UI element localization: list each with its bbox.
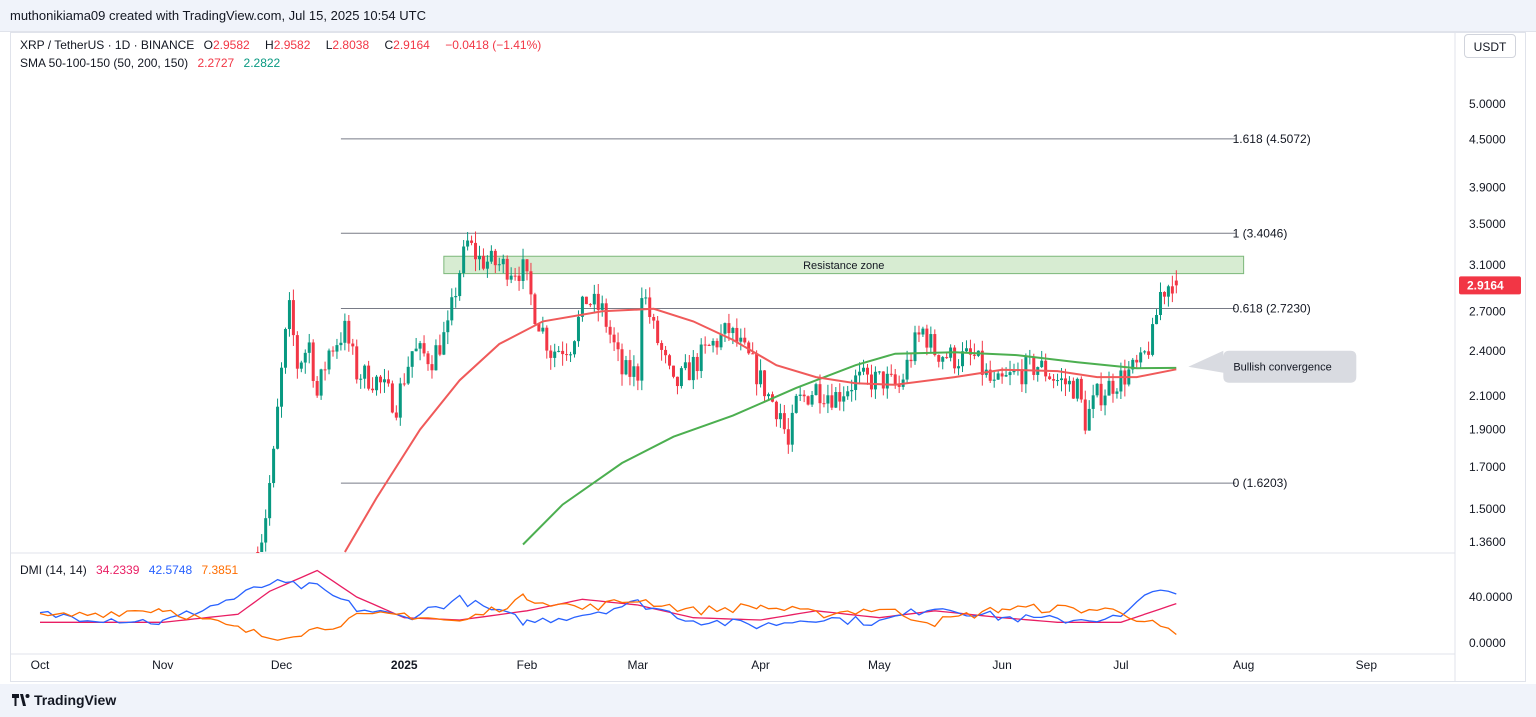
high-label: H (265, 38, 274, 52)
open-label: O (203, 38, 213, 52)
attribution-text: muthonikiama09 created with TradingView.… (10, 8, 426, 23)
tradingview-logo-icon (12, 694, 30, 706)
sma50-value: 2.2727 (197, 56, 235, 70)
adx-value: 34.2339 (96, 563, 140, 577)
open-value: 2.9582 (212, 38, 250, 52)
sma200-value: 2.2822 (243, 56, 281, 70)
symbol-legend: XRP / TetherUS · 1D · BINANCE O2.9582 H2… (20, 38, 547, 52)
chart-frame[interactable] (10, 32, 1526, 682)
low-value: 2.8038 (332, 38, 370, 52)
minus-di-value: 7.3851 (201, 563, 239, 577)
footer: TradingView (0, 684, 1536, 717)
sma-legend[interactable]: SMA 50-100-150 (50, 200, 150) 2.2727 2.2… (20, 56, 286, 70)
low-label: L (325, 38, 333, 52)
ohlc-open: O2.9582 (204, 38, 256, 52)
ohlc-high: H2.9582 (265, 38, 316, 52)
close-label: C (384, 38, 394, 52)
dmi-label: DMI (14, 14) (20, 563, 87, 577)
close-value: 2.9164 (393, 38, 430, 52)
currency-button[interactable]: USDT (1464, 34, 1516, 58)
tradingview-logo[interactable]: TradingView (12, 692, 116, 708)
dmi-legend[interactable]: DMI (14, 14) 34.2339 42.5748 7.3851 (20, 563, 244, 577)
ohlc-close: C2.9164 (384, 38, 435, 52)
change-value: −0.0418 (−1.41%) (445, 38, 542, 52)
high-value: 2.9582 (273, 38, 311, 52)
attribution-bar: muthonikiama09 created with TradingView.… (0, 0, 1536, 32)
ohlc-low: L2.8038 (326, 38, 375, 52)
symbol-title[interactable]: XRP / TetherUS · 1D · BINANCE (20, 38, 195, 52)
plus-di-value: 42.5748 (148, 563, 193, 577)
tradingview-logo-text: TradingView (34, 692, 117, 708)
sma-label: SMA 50-100-150 (50, 200, 150) (20, 56, 189, 70)
